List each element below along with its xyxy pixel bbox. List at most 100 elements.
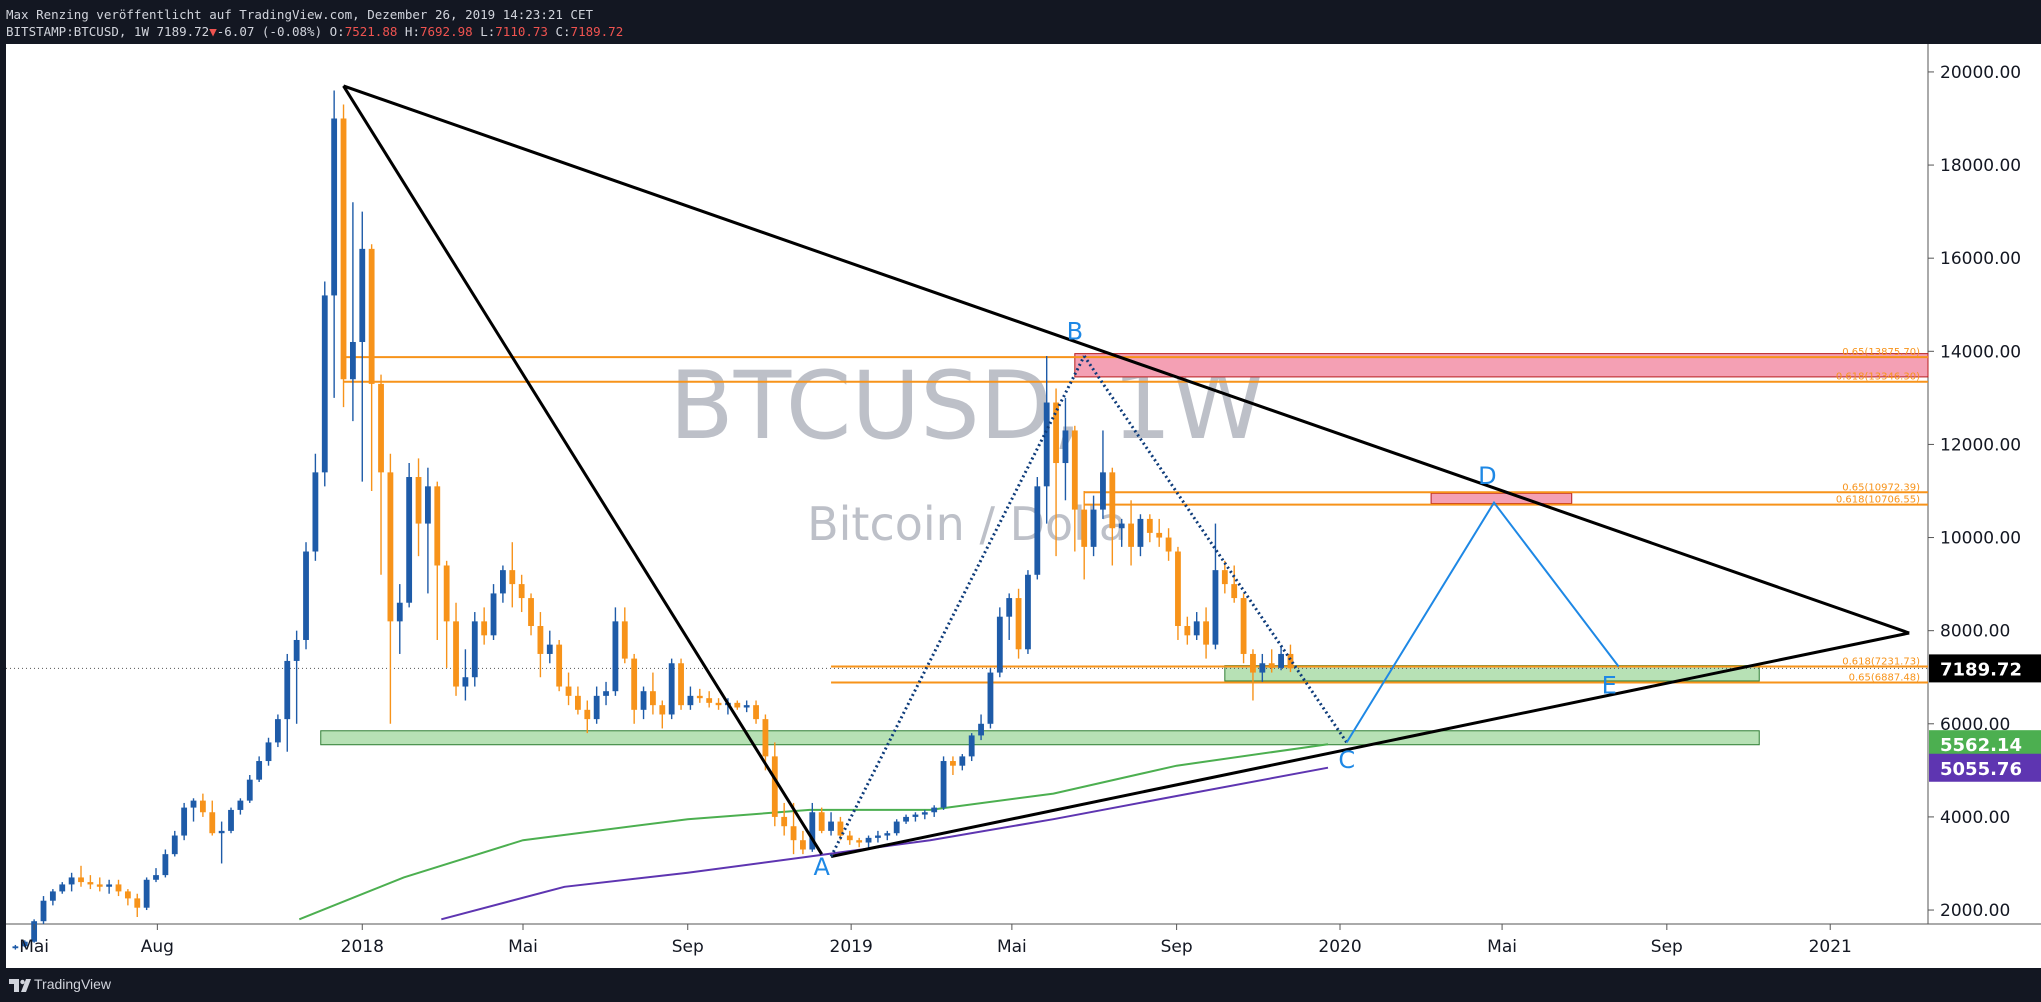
candle[interactable] bbox=[349, 202, 356, 422]
candle[interactable] bbox=[1212, 523, 1219, 650]
candle[interactable] bbox=[415, 458, 422, 557]
candle[interactable] bbox=[584, 700, 591, 734]
tradingview-logo-icon[interactable] bbox=[8, 976, 32, 994]
candle[interactable] bbox=[1268, 649, 1275, 673]
candle[interactable] bbox=[1071, 425, 1078, 552]
candle[interactable] bbox=[1203, 607, 1209, 659]
candle[interactable] bbox=[199, 793, 206, 817]
candle[interactable] bbox=[1259, 653, 1266, 682]
candle[interactable] bbox=[978, 714, 984, 741]
candle[interactable] bbox=[593, 686, 600, 724]
candle[interactable] bbox=[443, 560, 450, 668]
candle[interactable] bbox=[875, 830, 881, 843]
candle[interactable] bbox=[696, 688, 703, 703]
candle[interactable] bbox=[1231, 565, 1238, 603]
candle[interactable] bbox=[1250, 649, 1256, 701]
candle[interactable] bbox=[265, 737, 272, 766]
candle[interactable] bbox=[78, 865, 84, 887]
candle[interactable] bbox=[490, 584, 497, 640]
candle[interactable] bbox=[1090, 495, 1097, 557]
candle[interactable] bbox=[818, 807, 825, 834]
candle[interactable] bbox=[1006, 593, 1013, 640]
candle[interactable] bbox=[828, 812, 834, 836]
candle[interactable] bbox=[565, 672, 572, 706]
candle[interactable] bbox=[1128, 500, 1134, 566]
candle[interactable] bbox=[453, 602, 459, 696]
candle[interactable] bbox=[143, 877, 150, 911]
candle[interactable] bbox=[1193, 612, 1200, 640]
tradingview-brand[interactable]: TradingView bbox=[34, 976, 112, 992]
candle[interactable] bbox=[631, 653, 638, 724]
candle[interactable] bbox=[396, 584, 403, 654]
candle[interactable] bbox=[1081, 490, 1088, 580]
candle[interactable] bbox=[856, 837, 863, 848]
resistance-zone[interactable] bbox=[1430, 492, 1573, 505]
candle[interactable] bbox=[1109, 467, 1116, 566]
candle[interactable] bbox=[968, 733, 975, 762]
candle[interactable] bbox=[912, 812, 919, 822]
candle[interactable] bbox=[903, 814, 909, 824]
candle[interactable] bbox=[481, 607, 488, 645]
resistance-zone[interactable] bbox=[1074, 353, 1929, 378]
candle[interactable] bbox=[837, 816, 844, 841]
candle[interactable] bbox=[893, 819, 900, 836]
candle[interactable] bbox=[1156, 518, 1163, 547]
candle[interactable] bbox=[312, 453, 319, 561]
candle[interactable] bbox=[387, 453, 394, 724]
candle[interactable] bbox=[331, 90, 338, 398]
candle[interactable] bbox=[378, 374, 384, 575]
candle[interactable] bbox=[1165, 528, 1172, 561]
candle[interactable] bbox=[284, 653, 291, 752]
candle[interactable] bbox=[650, 672, 656, 715]
candle[interactable] bbox=[575, 686, 581, 715]
candle[interactable] bbox=[49, 889, 56, 906]
candle[interactable] bbox=[1034, 477, 1041, 580]
candle[interactable] bbox=[781, 802, 788, 836]
candle[interactable] bbox=[237, 798, 244, 815]
candle[interactable] bbox=[368, 244, 375, 491]
candle[interactable] bbox=[1043, 355, 1050, 524]
candle[interactable] bbox=[68, 872, 75, 892]
candle[interactable] bbox=[424, 467, 431, 594]
candle[interactable] bbox=[209, 800, 216, 836]
candle[interactable] bbox=[528, 593, 534, 636]
candle[interactable] bbox=[678, 658, 684, 710]
candle[interactable] bbox=[134, 893, 141, 918]
candle[interactable] bbox=[303, 542, 309, 650]
candle[interactable] bbox=[321, 281, 328, 487]
candle[interactable] bbox=[537, 612, 544, 678]
symbol-name[interactable]: BITSTAMP:BTCUSD, 1W bbox=[6, 24, 149, 39]
candle[interactable] bbox=[546, 630, 553, 664]
candle[interactable] bbox=[1118, 518, 1125, 547]
candle[interactable] bbox=[809, 802, 816, 852]
candle[interactable] bbox=[771, 742, 778, 827]
candle[interactable] bbox=[1184, 616, 1191, 645]
candle[interactable] bbox=[115, 879, 122, 897]
candle[interactable] bbox=[950, 756, 956, 776]
trend-line[interactable] bbox=[342, 85, 823, 855]
candle[interactable] bbox=[715, 698, 722, 710]
candle[interactable] bbox=[1137, 514, 1144, 557]
candle[interactable] bbox=[1175, 546, 1181, 640]
candle[interactable] bbox=[659, 700, 666, 729]
candle[interactable] bbox=[743, 700, 750, 713]
candle[interactable] bbox=[518, 574, 525, 613]
candle[interactable] bbox=[500, 565, 506, 603]
candle[interactable] bbox=[509, 542, 516, 608]
candle[interactable] bbox=[1062, 397, 1069, 501]
candle[interactable] bbox=[612, 607, 619, 696]
candle[interactable] bbox=[87, 875, 94, 890]
candle[interactable] bbox=[987, 667, 994, 729]
candle[interactable] bbox=[462, 649, 469, 701]
candle[interactable] bbox=[293, 630, 300, 724]
candle[interactable] bbox=[471, 612, 478, 687]
candle[interactable] bbox=[668, 658, 675, 720]
candle[interactable] bbox=[12, 944, 19, 950]
candle[interactable] bbox=[190, 798, 197, 822]
candle[interactable] bbox=[171, 830, 178, 857]
candle[interactable] bbox=[865, 835, 872, 850]
candle[interactable] bbox=[800, 830, 806, 855]
trend-line[interactable] bbox=[343, 84, 1910, 635]
candle[interactable] bbox=[1240, 593, 1247, 664]
candle[interactable] bbox=[406, 463, 413, 608]
